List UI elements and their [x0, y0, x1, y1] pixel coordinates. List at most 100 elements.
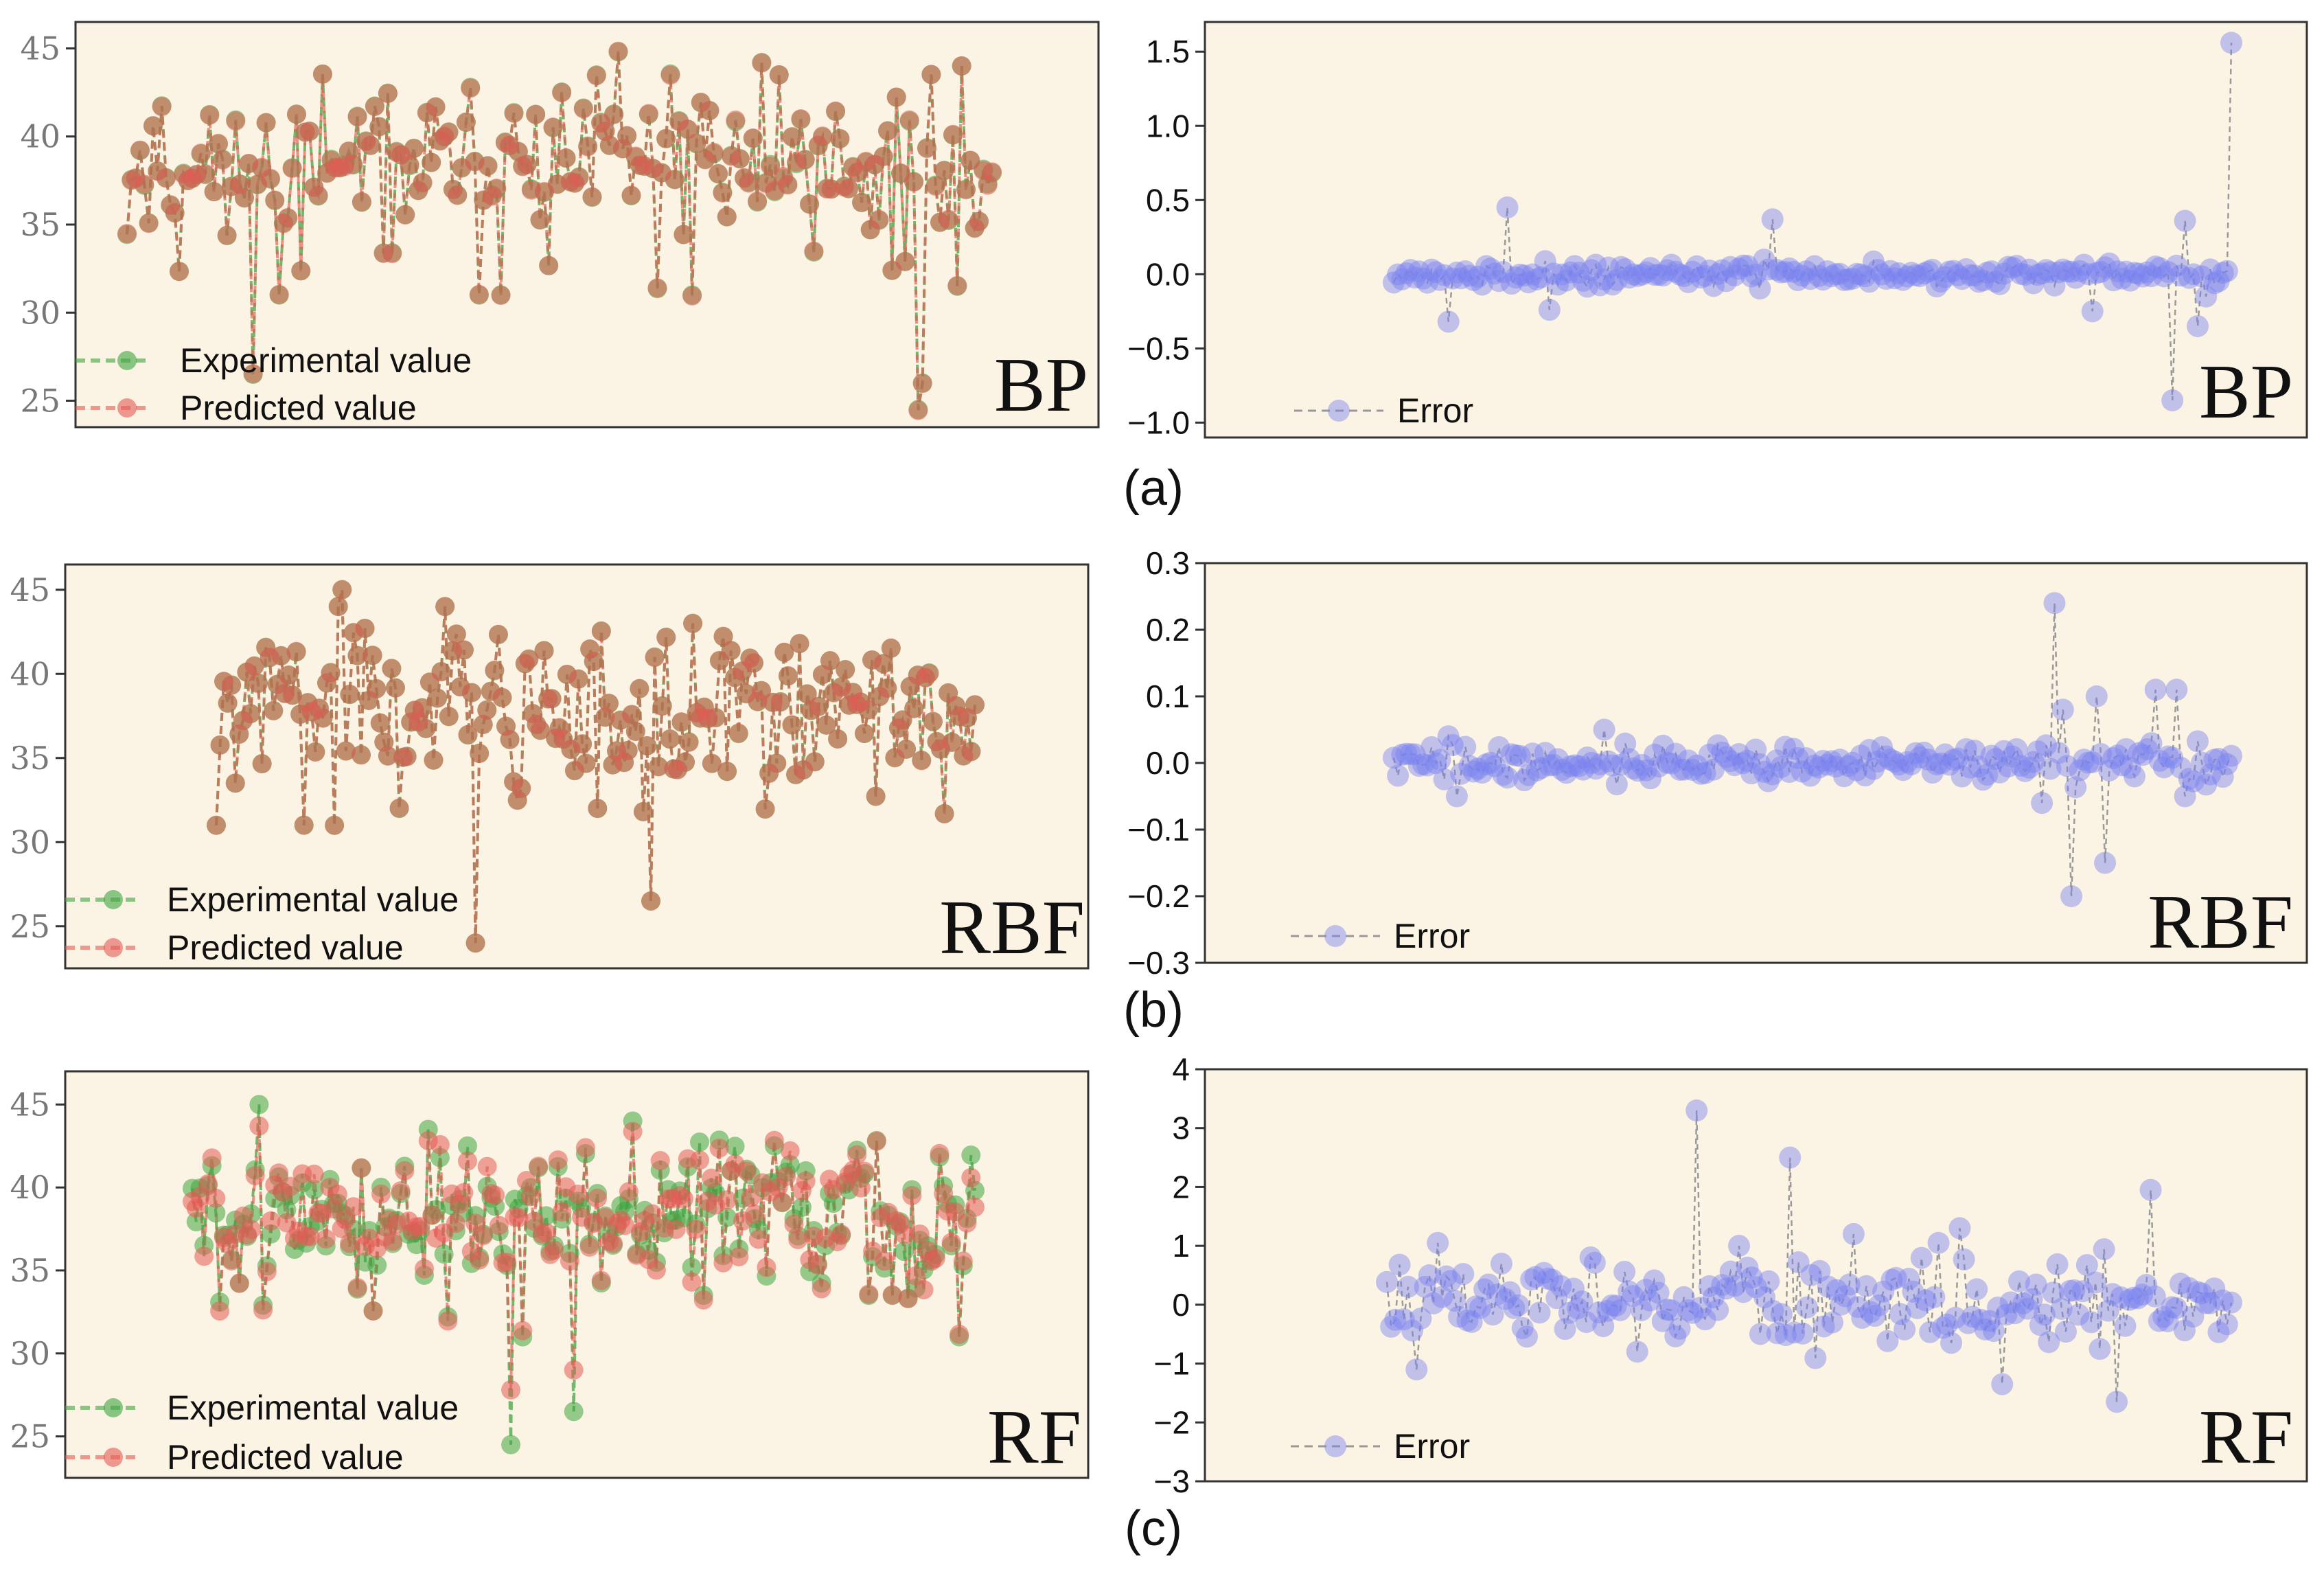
error-point: [1995, 1303, 2018, 1326]
predicted-point: [778, 666, 798, 686]
error-point: [1401, 1319, 1424, 1342]
error-point: [1951, 268, 1973, 290]
predicted-point: [713, 1253, 733, 1273]
predicted-point: [646, 1260, 666, 1280]
error-point: [1482, 1303, 1504, 1326]
error-point: [2170, 264, 2192, 287]
error-point: [1555, 269, 1578, 292]
error-point: [1528, 1301, 1551, 1324]
error-point: [1972, 768, 1994, 791]
predicted-point: [645, 648, 665, 668]
error-point: [1919, 1321, 1942, 1343]
predicted-point: [621, 185, 641, 205]
error-point: [1702, 275, 1725, 297]
error-point: [2152, 1305, 2175, 1328]
error-point: [1770, 756, 1793, 779]
predicted-point: [371, 1184, 391, 1204]
error-point: [1686, 1099, 1708, 1121]
error-point: [1889, 1303, 1911, 1325]
error-point: [1732, 1281, 1755, 1303]
predicted-point: [198, 1174, 218, 1194]
predicted-point: [859, 1284, 879, 1304]
error-point: [1534, 742, 1556, 764]
error-point: [1982, 1320, 2005, 1343]
error-point: [1399, 743, 1422, 766]
predicted-point: [956, 180, 976, 200]
predicted-point: [439, 707, 459, 727]
error-point: [1441, 733, 1464, 756]
predicted-point: [328, 597, 348, 617]
error-point: [1532, 1262, 1555, 1284]
error-point: [1872, 1280, 1895, 1303]
error-point: [1450, 762, 1473, 785]
error-point: [2038, 1331, 2060, 1354]
predicted-point: [839, 179, 859, 198]
error-point: [1521, 263, 1544, 286]
error-point: [2073, 253, 2095, 276]
predicted-point: [902, 1185, 922, 1205]
predicted-point: [647, 278, 667, 298]
predicted-point: [135, 174, 154, 194]
y-tick-label: 2: [1172, 1169, 1190, 1205]
error-point: [1711, 741, 1734, 764]
error-point: [1466, 265, 1489, 288]
error-point: [1719, 255, 1742, 278]
predicted-point: [548, 1150, 568, 1170]
predicted-point: [343, 154, 363, 174]
predicted-point: [875, 1251, 895, 1271]
predicted-point: [414, 1259, 434, 1279]
legend-experimental-label: Experimental value: [167, 1389, 459, 1427]
error-point: [1850, 744, 1872, 767]
experimental-point: [206, 1203, 226, 1223]
predicted-point: [552, 1202, 572, 1222]
error-point: [2085, 685, 2108, 707]
error-point: [1504, 744, 1527, 766]
predicted-point: [919, 663, 939, 683]
predicted-point: [582, 187, 602, 207]
error-point: [2123, 765, 2145, 788]
error-point: [1515, 1325, 1538, 1348]
predicted-point: [578, 137, 598, 157]
model-tag: BP: [2199, 350, 2293, 435]
error-point: [1593, 268, 1615, 290]
error-point: [1469, 1297, 1491, 1319]
error-point: [1948, 1217, 1971, 1240]
error-point: [2216, 753, 2238, 775]
predicted-point: [772, 1192, 792, 1212]
predicted-point: [378, 84, 398, 104]
error-point: [2195, 285, 2218, 308]
predicted-point: [370, 713, 390, 733]
y-tick-label: 1: [1172, 1228, 1190, 1264]
error-point: [2085, 262, 2108, 284]
predicted-point: [728, 723, 748, 743]
error-point: [1900, 753, 1923, 775]
error-point: [1817, 1275, 1839, 1298]
predicted-point: [200, 105, 220, 125]
predicted-point: [299, 122, 319, 141]
y-tick-label: 25: [20, 383, 60, 420]
error-point: [1837, 755, 1860, 777]
predicted-point: [702, 1168, 722, 1188]
error-point: [2165, 1297, 2187, 1319]
experimental-point: [564, 1402, 584, 1422]
predicted-point: [588, 799, 608, 819]
error-point: [2194, 1292, 2217, 1314]
error-point: [1567, 262, 1590, 284]
y-tick-label: 0.5: [1146, 182, 1190, 218]
predicted-point: [748, 1229, 768, 1249]
error-point: [1837, 269, 1860, 291]
error-point: [1867, 750, 1889, 773]
predicted-point: [588, 1188, 608, 1208]
error-point: [1854, 265, 1876, 288]
predicted-point: [304, 1164, 324, 1184]
predicted-point: [195, 164, 215, 184]
error-point: [1959, 264, 1981, 286]
model-tag: RBF: [939, 885, 1085, 970]
predicted-point: [730, 149, 750, 169]
error-point: [2014, 760, 2036, 782]
error-point: [1929, 270, 1952, 293]
error-point: [2127, 1287, 2150, 1310]
error-point: [2144, 679, 2167, 701]
error-point: [1639, 257, 1661, 280]
error-point: [2143, 1285, 2166, 1308]
